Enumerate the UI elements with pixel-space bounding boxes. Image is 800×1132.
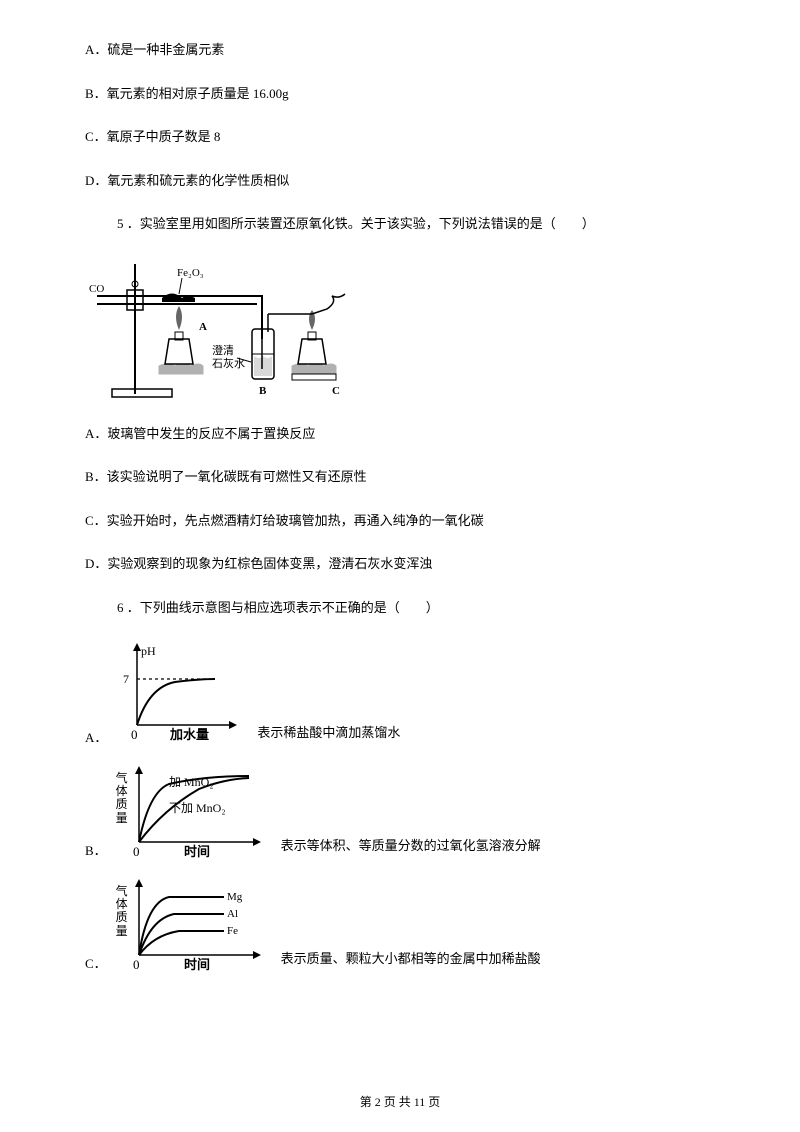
graph-c-svg: Mg Al Fe 0 时间 bbox=[129, 877, 269, 972]
graph-c-label: C． bbox=[85, 953, 107, 972]
label-fe2o3: Fe₂O₃ bbox=[177, 267, 204, 279]
graph-b-desc: 表示等体积、等质量分数的过氧化氢溶液分解 bbox=[281, 836, 541, 860]
q5-opt-c: C．实验开始时，先点燃酒精灯给玻璃管加热，再通入纯净的一氧化碳 bbox=[85, 511, 715, 531]
svg-text:0: 0 bbox=[133, 957, 140, 972]
q5-apparatus-diagram: CO Fe₂O₃ A 澄清 石灰水 B bbox=[87, 254, 357, 404]
svg-text:Al: Al bbox=[227, 908, 238, 920]
label-a: A bbox=[199, 321, 207, 333]
svg-text:时间: 时间 bbox=[184, 957, 210, 972]
svg-text:Fe: Fe bbox=[227, 925, 238, 937]
opt-c: C．氧原子中质子数是 8 bbox=[85, 127, 715, 147]
opt-a: A．硫是一种非金属元素 bbox=[85, 40, 715, 60]
opt-d: D．氧元素和硫元素的化学性质相似 bbox=[85, 171, 715, 191]
q5-opt-a: A．玻璃管中发生的反应不属于置换反应 bbox=[85, 424, 715, 444]
svg-text:0: 0 bbox=[133, 844, 140, 859]
svg-text:Mg: Mg bbox=[227, 891, 243, 903]
graph-c-desc: 表示质量、颗粒大小都相等的金属中加稀盐酸 bbox=[281, 949, 541, 973]
svg-text:加 MnO₂: 加 MnO₂ bbox=[169, 775, 214, 789]
label-c: C bbox=[332, 385, 340, 397]
svg-text:不加 MnO₂: 不加 MnO₂ bbox=[169, 801, 226, 815]
opt-b: B．氧元素的相对原子质量是 16.00g bbox=[85, 84, 715, 104]
svg-text:7: 7 bbox=[123, 672, 129, 686]
svg-text:加水量: 加水量 bbox=[169, 727, 209, 742]
q5-stem: 5 ．实验室里用如图所示装置还原氧化铁。关于该实验，下列说法错误的是（ ） bbox=[117, 214, 715, 234]
graph-a-row: A． pH 7 0 加水量 表示稀盐酸中滴加蒸馏水 bbox=[85, 637, 715, 746]
page-footer: 第 2 页 共 11 页 bbox=[0, 1093, 800, 1110]
label-b: B bbox=[259, 385, 267, 397]
svg-text:0: 0 bbox=[131, 727, 138, 742]
label-limewater2: 石灰水 bbox=[212, 356, 245, 370]
graph-b-svg: 加 MnO₂ 不加 MnO₂ 0 时间 bbox=[129, 764, 269, 859]
graph-b-row: B． 气 体 质 量 加 MnO₂ 不加 MnO₂ 0 时间 表示等体积、等质量… bbox=[85, 764, 715, 859]
graph-a-label: A． bbox=[85, 727, 107, 746]
q5-opt-b: B．该实验说明了一氧化碳既有可燃性又有还原性 bbox=[85, 467, 715, 487]
q5-opt-d: D．实验观察到的现象为红棕色固体变黑，澄清石灰水变浑浊 bbox=[85, 554, 715, 574]
svg-text:时间: 时间 bbox=[184, 844, 210, 859]
q6-stem: 6 ．下列曲线示意图与相应选项表示不正确的是（ ） bbox=[117, 598, 715, 618]
label-co: CO bbox=[89, 283, 104, 295]
graph-c-row: C． 气 体 质 量 Mg Al Fe 0 时间 表示质量、颗粒大小都相等的金属… bbox=[85, 877, 715, 972]
graph-a-svg: pH 7 0 加水量 bbox=[115, 637, 245, 742]
label-limewater1: 澄清 bbox=[212, 343, 234, 357]
graph-a-desc: 表示稀盐酸中滴加蒸馏水 bbox=[257, 723, 400, 747]
svg-text:pH: pH bbox=[141, 644, 156, 658]
graph-b-label: B． bbox=[85, 840, 107, 859]
